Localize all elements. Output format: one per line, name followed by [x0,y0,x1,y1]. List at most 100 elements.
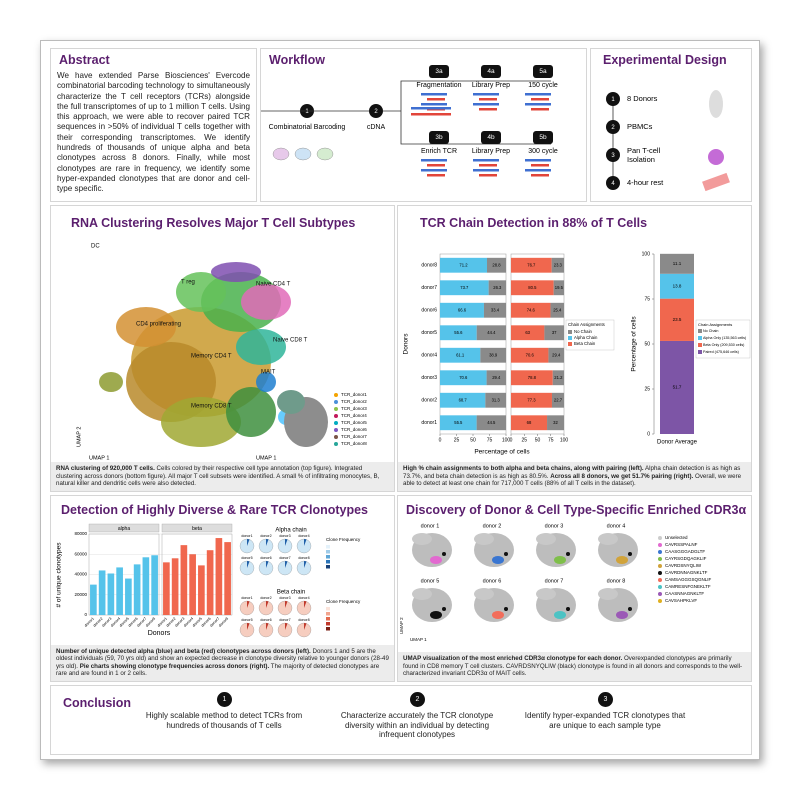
clonotype-cells [442,607,446,611]
pie-slice [304,539,307,546]
umap-cloud [598,588,618,600]
panel-title: donor 1 [421,523,440,529]
legend-swatch [326,622,330,626]
value-label: 44.5 [487,420,496,425]
x-tick-label: donor5 [119,617,130,628]
legend-label: TCR_donor7 [341,434,367,439]
axis-title: Donors [148,630,171,637]
bar [206,550,214,615]
caption-bold: RNA clustering of 920,000 T cells. [56,465,155,473]
legend-label: CAVSAHPKLVF [665,598,697,603]
caption-bold: UMAP visualization of the most enriched … [403,655,623,663]
legend-label: TCR_donor5 [341,420,367,425]
legend-swatch [334,407,338,411]
bar-segment [511,257,552,273]
bar-segment [440,325,477,341]
panel-header-label: alpha [118,526,130,532]
panel-header [161,523,233,533]
pie-slice [247,623,250,630]
pie-slice [247,561,250,568]
step-number: 3b [435,134,443,141]
caption: RNA clustering of 920,000 T cells. Cells… [51,462,394,491]
value-label: 55.5 [454,420,463,425]
bar [142,557,150,615]
step-number: 3 [611,153,615,159]
pie-label: donor3 [279,596,290,600]
bar-segment [547,415,564,431]
pie-slice [266,623,269,630]
bar [116,567,123,615]
fragment [473,103,499,106]
pie-label: donor4 [298,534,309,538]
fragment [421,103,447,106]
pie-label: donor3 [279,534,290,538]
legend-swatch [334,428,338,432]
bar-segment [511,325,545,341]
fragment [525,159,551,162]
pie-group-title: Alpha chain [275,528,306,534]
pie-label: donor8 [298,618,309,622]
cluster-cloud [116,307,176,347]
legend-label: CAASGGGADGLTF [665,549,705,554]
legend-title: Chain Assignments [568,322,605,327]
umap-cloud [412,533,432,545]
bar-segment [660,273,694,299]
x-tick-label: donor4 [110,617,121,628]
cluster-cloud [176,272,226,312]
value-label: 29.4 [492,375,501,380]
x-tick-label: 75 [487,437,493,443]
x-tick-label: 50 [470,437,476,443]
y-tick-label: 60000 [74,551,87,556]
legend-swatch [658,543,662,547]
value-label: 31.3 [492,397,501,402]
clonotype-umaps: donor 1 donor 2 donor 3 donor 4 donor 5 donor… [399,523,712,642]
pie-slice [266,561,269,568]
cluster-cloud [161,397,241,447]
bar-segment [511,347,549,363]
legend-label: CAVRDNNAGNKLTF [665,570,708,575]
tcr-panel: TCR Chain Detection in 88% of T Cells 0 2… [397,205,752,492]
bar [171,558,179,615]
bar-segment [551,257,564,273]
fragment [473,169,499,172]
legend-label: Alpha Only (135,563 cells) [703,336,746,340]
step-label: 8 Donors [627,94,658,103]
value-label: 11.1 [673,261,682,266]
x-tick-label: donor4 [183,617,194,628]
cluster-label: T reg [181,280,195,286]
vial [272,147,290,161]
y-tick-label: donor3 [421,375,437,381]
step-label: Fragmentation [416,82,461,89]
bar [189,554,196,615]
legend-swatch [658,585,662,589]
fragment [411,107,451,110]
title: RNA Clustering Resolves Major T Cell Sub… [71,216,356,230]
tcr-charts: 0 25 50 75 100 donor1 55.5 44.5 donor2 68.7 31.3 do… [403,251,751,456]
step-label: PBMCs [627,122,653,131]
value-label: 51.7 [673,385,682,390]
axis-title: Percentage of cells [631,316,638,372]
caption-text: Alpha chain detection is as high as 73.7… [403,465,741,480]
pie-slice [304,561,307,568]
step-badge [369,104,383,118]
fragment [525,103,551,106]
legend-label: CAMSAGGGSQGNLIF [665,577,712,582]
bar-segment [486,257,506,273]
design-diagram: 1 8 Donors 2 PBMCs 3 4 4-hour rest Pan T-cell Is… [606,90,730,192]
value-label: 38.9 [489,352,498,357]
legend-label: No Chain [703,329,718,333]
pie-slice [285,623,288,630]
value-label: 32 [553,420,558,425]
caption-text: Overall, we were able to detect at least… [403,472,742,488]
clonotype-charts: 020000400006000080000alphadonor1donor2do… [56,523,361,638]
x-tick-label: 75 [548,437,554,443]
legend-swatch [658,550,662,554]
legend-swatch [326,612,330,616]
step-number: 2 [611,125,615,131]
bar-segment [660,253,694,274]
legend-swatch [334,414,338,418]
umap-cloud [412,588,432,600]
panel-title: donor 5 [421,578,440,584]
legend-swatch [326,627,330,631]
bar-segment [480,347,506,363]
